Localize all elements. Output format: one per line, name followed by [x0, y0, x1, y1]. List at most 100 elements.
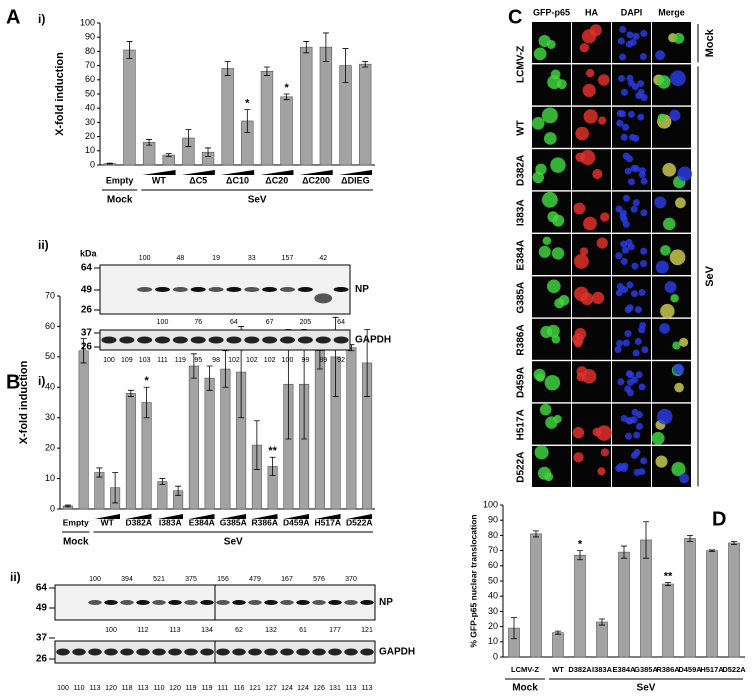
gapdh-ratio: 100: [103, 357, 115, 364]
gapdh-ratio: 118: [121, 685, 132, 692]
condition-label: Mock: [704, 28, 716, 57]
bar: [188, 365, 199, 510]
group-label: I383A: [592, 665, 613, 674]
y-tick-label: 30: [85, 117, 95, 127]
gapdh-ratio: 98: [212, 357, 220, 364]
cell: [657, 113, 666, 122]
error-bar: [224, 60, 231, 76]
y-tick-label: 10: [488, 636, 498, 646]
cell: [669, 249, 686, 266]
cell: [623, 194, 631, 202]
cell: [551, 247, 565, 260]
np-band: [333, 287, 349, 292]
cell: [616, 119, 624, 127]
np-ratio: 370: [345, 576, 357, 583]
np-band: [190, 287, 206, 292]
marker-label: 64: [81, 263, 93, 274]
gapdh-ratio: 99: [301, 357, 309, 364]
np-ratio: 375: [185, 576, 197, 583]
group-label: WT: [101, 517, 115, 527]
cell: [655, 260, 669, 274]
gapdh-band: [88, 648, 102, 656]
significance-mark: *: [578, 539, 583, 551]
error-bar: [269, 456, 276, 476]
cell: [614, 346, 622, 354]
cell: [552, 214, 565, 227]
error-bar: [731, 541, 737, 545]
gapdh-band: [248, 648, 262, 656]
cell: [619, 53, 627, 61]
condition-label: Mock: [107, 195, 133, 206]
cell: [622, 123, 630, 131]
y-tick-label: 60: [488, 560, 498, 570]
gapdh-ratio: 119: [185, 685, 196, 692]
cell: [572, 426, 585, 439]
np-band: [297, 287, 313, 292]
cell: [580, 149, 596, 165]
group-label: ΔDIEG: [341, 175, 369, 185]
y-tick-label: 30: [45, 412, 55, 422]
cell: [638, 383, 646, 391]
cell: [638, 289, 646, 297]
gapdh-ratio: 95: [194, 357, 202, 364]
gapdh-ratio: 127: [265, 685, 277, 692]
bar: [574, 554, 586, 658]
cell: [659, 323, 670, 334]
np-band: [344, 600, 358, 605]
bar: [319, 46, 333, 166]
bar: [220, 368, 231, 510]
cell: [625, 40, 633, 48]
cell: [632, 32, 640, 40]
condition-label: SeV: [637, 683, 656, 694]
error-bar: [621, 545, 627, 559]
group-label: D382A: [126, 517, 152, 527]
error-bar: [106, 162, 113, 165]
gapdh-band: [119, 336, 135, 344]
cell: [598, 116, 607, 125]
gapdh-band: [190, 336, 206, 344]
bar: [728, 542, 740, 658]
bar: [706, 550, 718, 658]
np-ratio: 157: [282, 255, 294, 262]
condition-label: SeV: [248, 195, 267, 206]
cell: [617, 37, 625, 45]
gapdh-ratio: 89: [319, 357, 327, 364]
y-tick-label: 70: [45, 290, 55, 300]
error-bar: [126, 41, 133, 59]
bar: [221, 68, 234, 166]
cell: [632, 199, 640, 207]
gapdh-ratio: 111: [157, 357, 168, 364]
condition-label: SeV: [704, 265, 716, 286]
np-ratio: 156: [217, 576, 229, 583]
y-tick-label: 70: [85, 60, 95, 70]
cell: [627, 178, 635, 186]
np-ratio: 177: [329, 627, 341, 634]
cell: [550, 157, 566, 173]
significance-mark: **: [664, 570, 673, 582]
group-label: H517A: [700, 665, 724, 674]
y-tick-label: 60: [45, 321, 55, 331]
gapdh-band: [226, 336, 242, 344]
np-ratio: 76: [194, 319, 202, 326]
y-tick-label: 50: [45, 351, 55, 361]
dose-wedge: [189, 514, 215, 519]
gapdh-ratio: 121: [249, 685, 261, 692]
np-band: [226, 287, 242, 292]
cell: [671, 462, 686, 477]
cell: [579, 247, 589, 256]
cell: [625, 239, 633, 247]
cell: [635, 422, 643, 430]
group-label: ΔC5: [189, 175, 207, 185]
y-tick-label: 50: [85, 88, 95, 98]
np-band: [184, 600, 198, 605]
y-tick-label: 90: [85, 32, 95, 42]
cell: [585, 68, 595, 78]
y-tick-label: 80: [488, 530, 498, 540]
np-band: [280, 600, 294, 605]
error-bar: [96, 467, 103, 478]
y-tick-label: 0: [493, 651, 498, 661]
cell: [600, 448, 610, 457]
cell: [677, 166, 693, 182]
y-tick-label: 50: [488, 575, 498, 585]
cell: [620, 133, 628, 141]
